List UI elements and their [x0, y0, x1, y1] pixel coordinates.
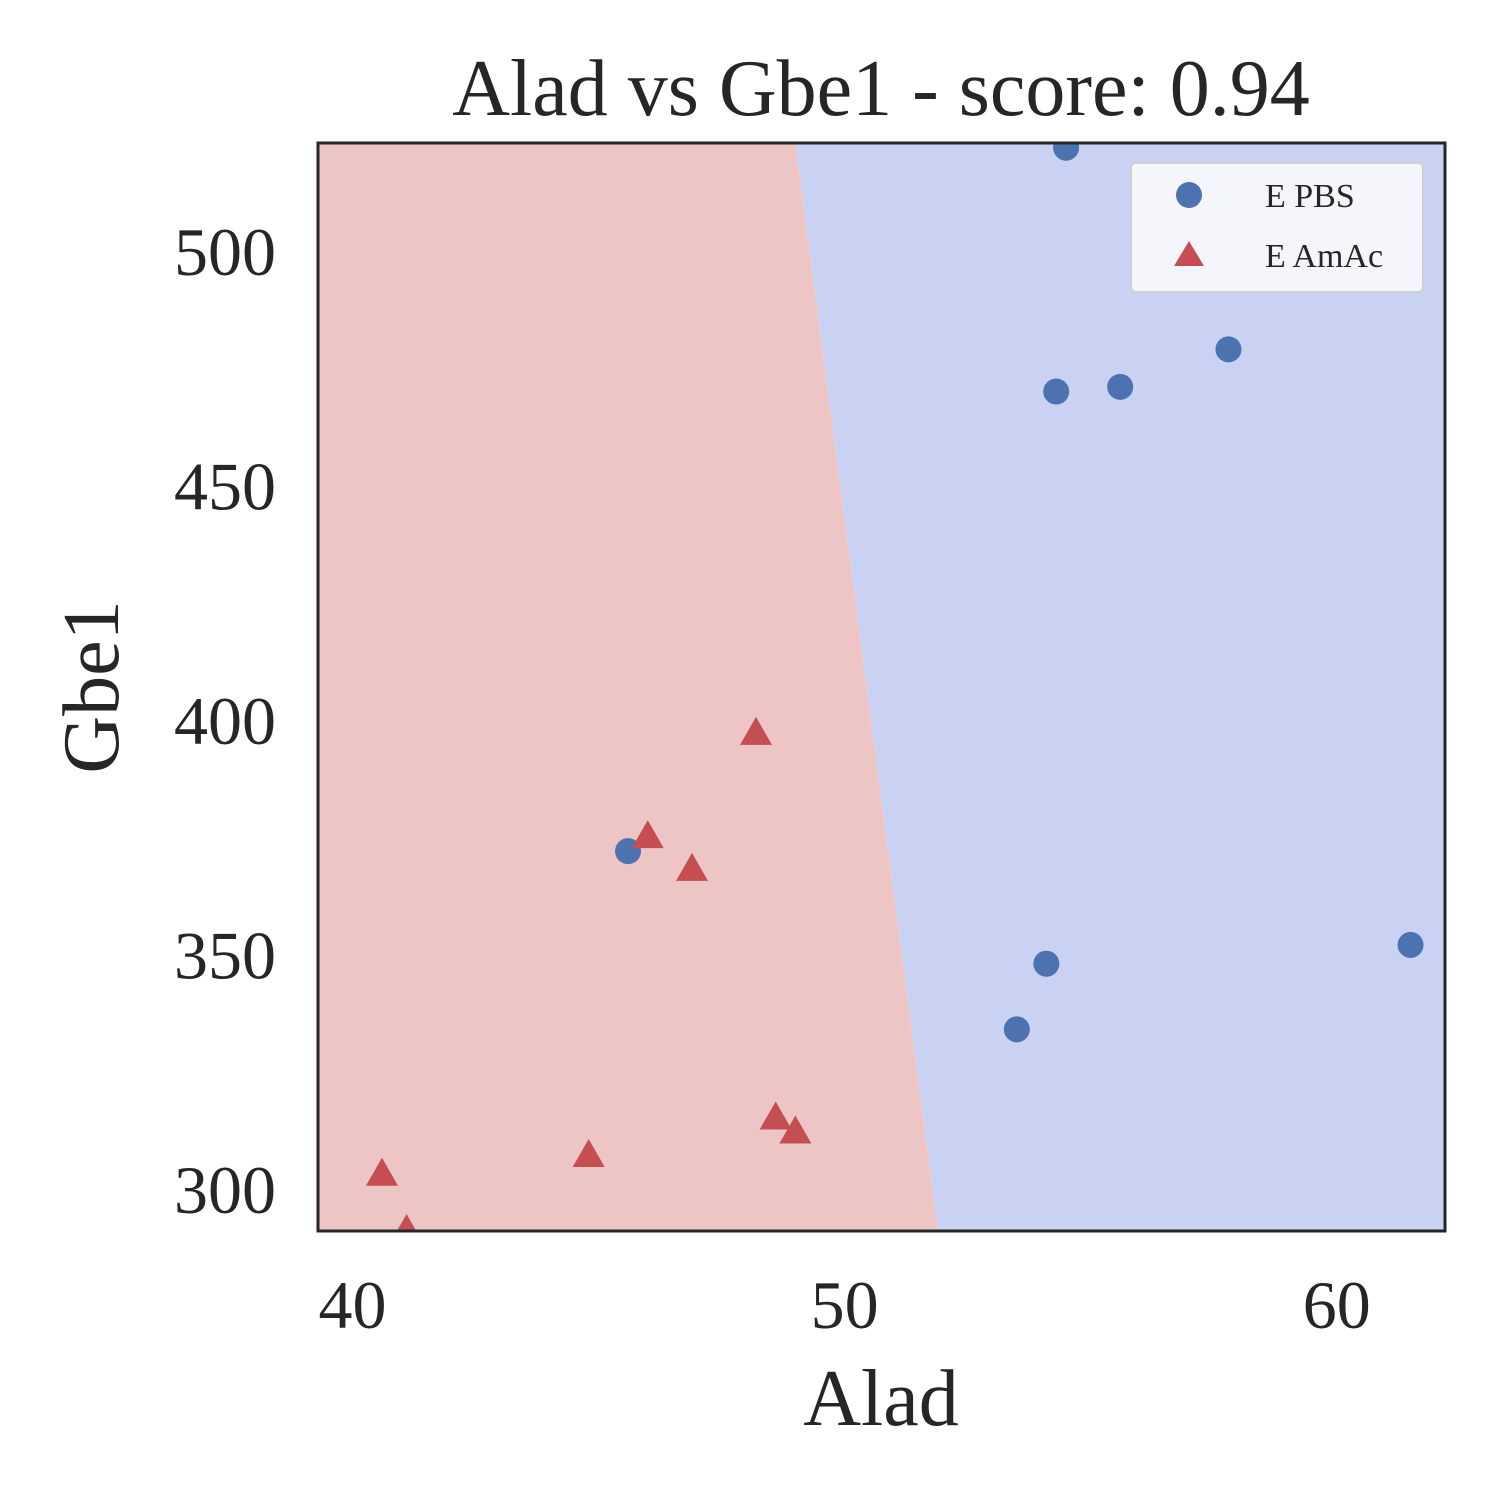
data-point-e-pbs: [1107, 373, 1134, 400]
legend-box: [1130, 162, 1424, 293]
data-point-e-amac: [779, 1115, 812, 1144]
data-points: [365, 143, 1424, 1231]
legend-triangle-marker: [1174, 241, 1204, 266]
plot-area: [316, 141, 1447, 1233]
y-tick-label: 500: [174, 214, 276, 290]
region-e-pbs: [795, 143, 1445, 1231]
data-point-e-amac: [396, 1214, 417, 1231]
legend-circle-marker: [1176, 182, 1202, 208]
data-point-e-amac: [631, 820, 664, 849]
y-tick-label: 450: [174, 448, 276, 524]
legend-label-e-pbs: E PBS: [1265, 178, 1355, 215]
region-e-amac: [318, 143, 939, 1231]
x-tick-label: 50: [811, 1267, 879, 1343]
y-tick-label: 400: [174, 683, 276, 759]
data-point-e-pbs: [1043, 378, 1070, 405]
x-axis-label: Alad: [803, 1355, 959, 1443]
y-tick-label: 350: [174, 917, 276, 993]
x-tick-label: 60: [1303, 1267, 1371, 1343]
data-point-e-pbs: [1053, 143, 1080, 161]
data-point-e-amac: [740, 716, 773, 745]
legend-label-e-amac: E AmAc: [1265, 238, 1383, 275]
x-axis-ticks: 40 50 60: [318, 1267, 1370, 1343]
data-point-e-amac: [759, 1101, 792, 1130]
y-axis-label: Gbe1: [48, 600, 136, 773]
data-point-e-pbs: [1033, 950, 1060, 977]
legend: E PBS E AmAc: [1130, 162, 1424, 293]
data-point-e-pbs: [1397, 931, 1424, 958]
plot-frame: [316, 141, 1447, 1233]
chart-title: Alad vs Gbe1 - score: 0.94: [452, 45, 1310, 133]
data-point-e-pbs: [1215, 336, 1242, 363]
data-point-e-amac: [572, 1138, 605, 1167]
y-axis-ticks: 300 350 400 450 500: [174, 214, 276, 1228]
x-tick-label: 40: [318, 1267, 386, 1343]
data-point-e-amac: [365, 1157, 398, 1186]
data-point-e-pbs: [1003, 1016, 1030, 1043]
y-tick-label: 300: [174, 1152, 276, 1228]
data-point-e-amac: [676, 852, 709, 881]
